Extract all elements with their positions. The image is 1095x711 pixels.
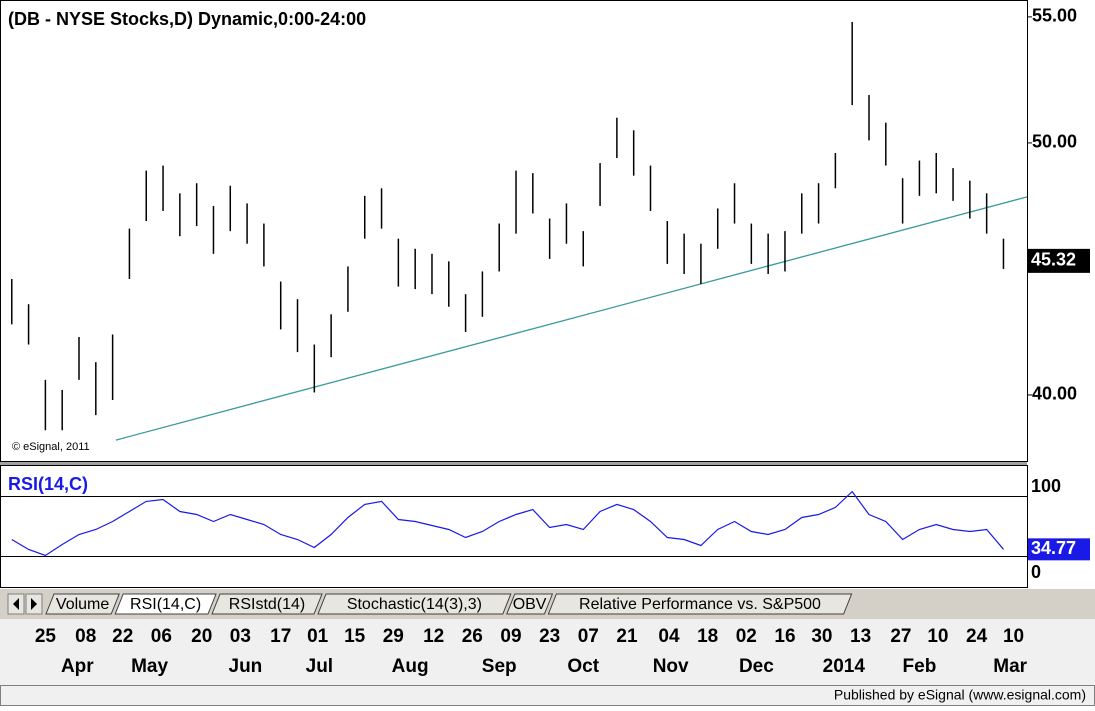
rsi-title: RSI(14,C): [8, 474, 88, 494]
tab-label[interactable]: RSIstd(14): [229, 596, 305, 613]
x-tick-label: 17: [270, 626, 291, 647]
month-label: Aug: [392, 656, 429, 677]
tab[interactable]: [506, 593, 554, 615]
x-tick-label: 24: [966, 626, 988, 647]
month-label: Jun: [229, 656, 263, 677]
tab-label[interactable]: Relative Performance vs. S&P500: [579, 596, 821, 613]
panel-separator: [0, 462, 1027, 465]
rsi-panel: [0, 465, 1028, 588]
x-tick-label: 04: [658, 626, 680, 647]
month-label: Feb: [903, 656, 937, 677]
rsi-last-box: [1028, 538, 1090, 561]
month-label: Dec: [739, 656, 774, 677]
arrow-right: [31, 598, 37, 610]
tab[interactable]: [114, 593, 217, 615]
month-label: Nov: [653, 656, 689, 677]
month-label: Sep: [482, 656, 517, 677]
x-tick-label: 29: [383, 626, 404, 647]
rsi-line: [11, 490, 1004, 557]
tab-label[interactable]: Volume: [56, 596, 109, 613]
y-tick-label: 40.00: [1032, 384, 1077, 404]
x-tick-label: 02: [736, 626, 757, 647]
x-tick-label: 08: [75, 626, 96, 647]
x-tick-label: 30: [811, 626, 832, 647]
x-tick-label: 23: [539, 626, 560, 647]
tab-label[interactable]: Stochastic(14(3),3): [347, 596, 482, 613]
trendline: [115, 196, 1028, 441]
x-tick-label: 21: [616, 626, 638, 647]
last-price-box: [1028, 248, 1090, 273]
x-tick-label: 10: [1003, 626, 1024, 647]
date-axis: [0, 619, 1095, 685]
x-tick-label: 16: [774, 626, 795, 647]
tab-label[interactable]: OBV: [513, 596, 547, 613]
x-tick-label: 25: [35, 626, 57, 647]
tab-label[interactable]: RSI(14,C): [130, 596, 201, 613]
x-tick-label: 22: [112, 626, 133, 647]
chart-title: (DB - NYSE Stocks,D) Dynamic,0:00-24:00: [8, 9, 366, 29]
month-label: Apr: [61, 656, 94, 677]
rsi-axis-label: 100: [1031, 476, 1061, 496]
last-price: 45.32: [1031, 250, 1076, 270]
x-tick-label: 12: [423, 626, 444, 647]
x-tick-label: 18: [697, 626, 718, 647]
x-tick-label: 07: [578, 626, 599, 647]
footer: Published by eSignal (www.esignal.com): [834, 687, 1086, 703]
x-tick-label: 01: [307, 626, 329, 647]
month-label: Jul: [306, 656, 333, 677]
x-tick-label: 03: [230, 626, 251, 647]
rsi-last-value: 34.77: [1031, 538, 1076, 558]
price-panel: [0, 0, 1028, 462]
x-tick-label: 20: [191, 626, 212, 647]
y-tick-label: 55.00: [1032, 6, 1077, 26]
y-tick-label: 50.00: [1032, 132, 1077, 152]
month-label: Oct: [567, 656, 599, 677]
tab[interactable]: [547, 593, 853, 615]
tab[interactable]: [45, 593, 120, 615]
x-tick-label: 09: [500, 626, 521, 647]
arrow-left: [13, 598, 19, 610]
x-tick-label: 10: [927, 626, 948, 647]
x-tick-label: 13: [850, 626, 871, 647]
month-label: May: [131, 656, 168, 677]
x-tick-label: 15: [344, 626, 366, 647]
watermark: © eSignal, 2011: [12, 441, 90, 453]
x-tick-label: 27: [890, 626, 911, 647]
month-label: 2014: [823, 656, 866, 677]
rsi-axis-label: 0: [1031, 562, 1041, 582]
tab[interactable]: [211, 593, 323, 615]
month-label: Mar: [993, 656, 1027, 677]
x-tick-label: 06: [151, 626, 172, 647]
tab-arrows[interactable]: [7, 593, 43, 615]
tab[interactable]: [317, 593, 512, 615]
x-tick-label: 26: [462, 626, 483, 647]
